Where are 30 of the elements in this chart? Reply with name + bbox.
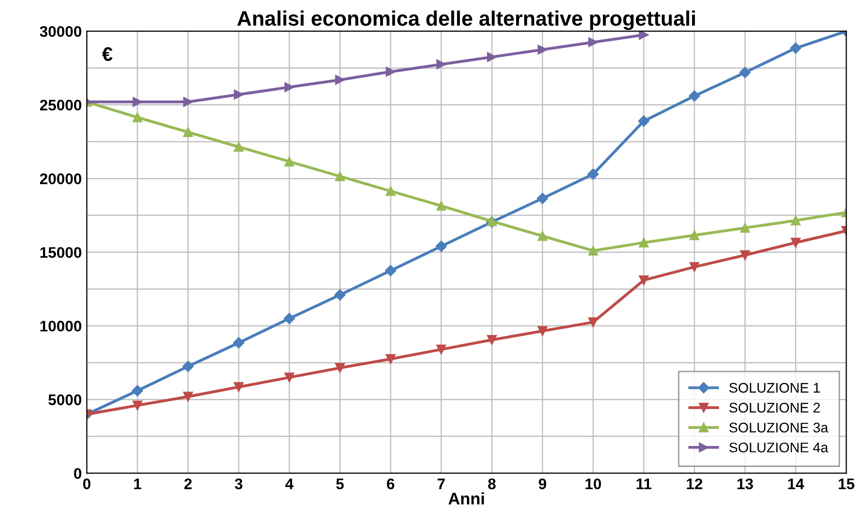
legend-label: SOLUZIONE 4a [729,442,828,452]
y-tick-label: 10000 [40,320,82,332]
x-tick-label: 14 [788,478,804,490]
x-tick-label: 5 [336,478,344,490]
y-tick-label: 5000 [48,394,82,406]
x-tick-label: 12 [686,478,702,490]
x-tick-label: 8 [488,478,496,490]
x-tick-label: 10 [586,478,602,490]
annotation: € [102,47,112,61]
y-tick-label: 15000 [40,247,82,258]
legend-label: SOLUZIONE 2 [729,402,820,413]
x-axis-title: Anni [448,492,484,504]
x-tick-label: 6 [386,478,394,490]
x-tick-label: 0 [83,478,90,490]
y-tick-label: 20000 [40,173,82,184]
x-tick-label: 4 [285,478,294,490]
x-tick-label: 1 [134,478,142,490]
x-tick-label: 13 [738,478,753,490]
y-tick-label: 30000 [40,26,82,37]
legend-label: SOLUZIONE 3a [729,422,828,433]
chart-title: Analisi economica delle alternative progettuali [237,10,695,30]
x-tick-label: 9 [538,478,546,490]
legend-label: SOLUZIONE 1 [729,382,820,393]
x-tick-label: 11 [636,478,652,490]
x-tick-label: 15 [838,478,854,490]
y-tick-label: 0 [74,468,82,479]
x-tick-label: 3 [234,478,242,490]
x-tick-label: 7 [438,478,445,490]
y-tick-label: 25000 [40,100,82,111]
x-tick-label: 2 [184,478,192,490]
